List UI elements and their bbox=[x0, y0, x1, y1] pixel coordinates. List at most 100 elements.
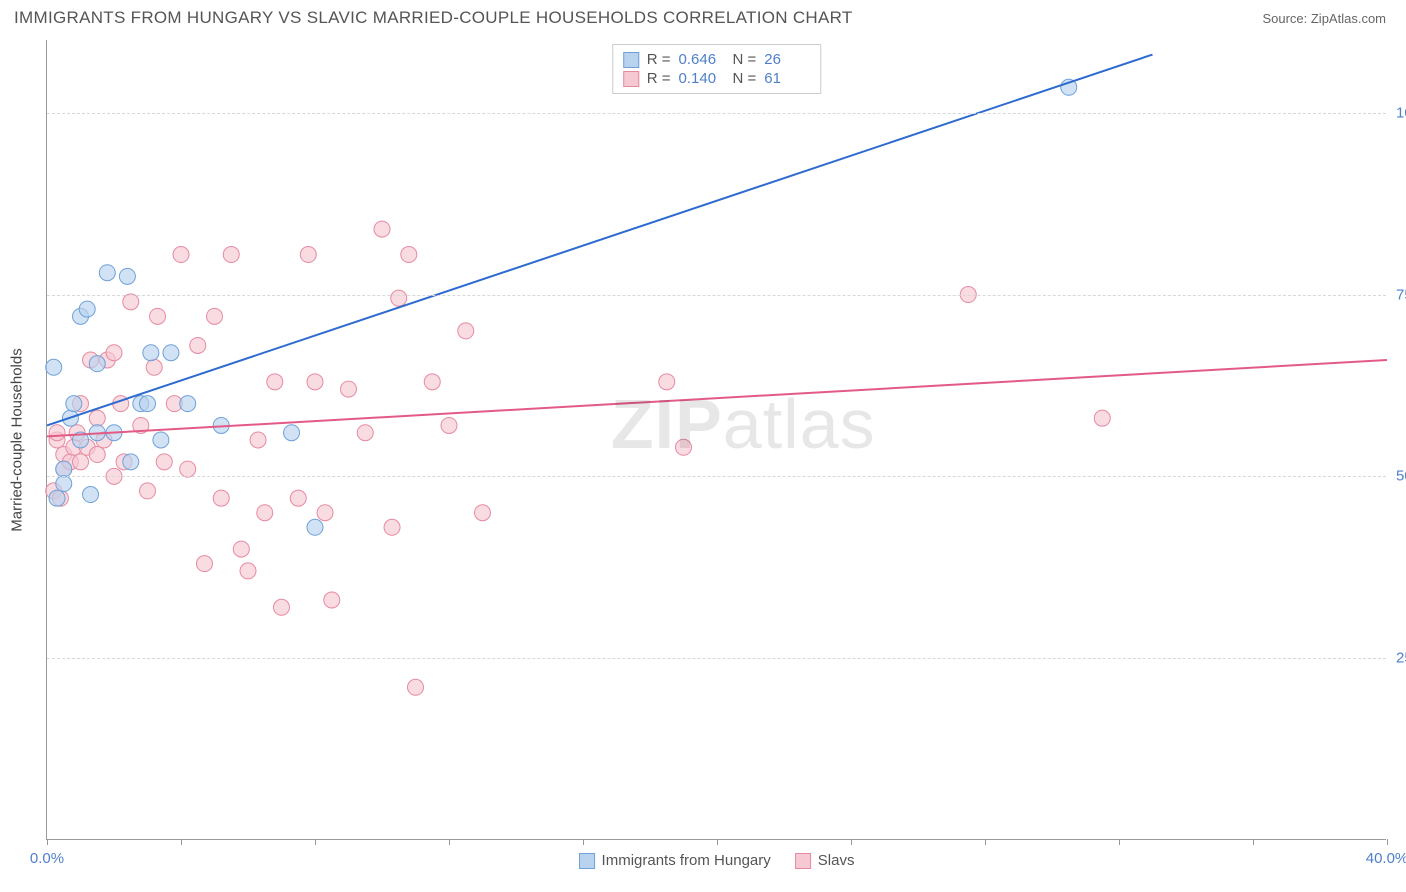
x-tick bbox=[47, 839, 48, 845]
gridline bbox=[47, 295, 1386, 296]
data-point bbox=[408, 679, 424, 695]
data-point bbox=[676, 439, 692, 455]
data-point bbox=[106, 345, 122, 361]
data-point bbox=[196, 556, 212, 572]
data-point bbox=[267, 374, 283, 390]
data-point bbox=[357, 425, 373, 441]
data-point bbox=[143, 345, 159, 361]
regression-line bbox=[47, 55, 1153, 426]
chart-header: IMMIGRANTS FROM HUNGARY VS SLAVIC MARRIE… bbox=[0, 0, 1406, 34]
data-point bbox=[99, 265, 115, 281]
data-point bbox=[250, 432, 266, 448]
y-tick-label: 25.0% bbox=[1396, 650, 1406, 667]
data-point bbox=[424, 374, 440, 390]
legend-row-slavs: R = 0.140 N = 61 bbox=[623, 69, 811, 88]
data-point bbox=[56, 476, 72, 492]
data-point bbox=[374, 221, 390, 237]
x-tick-label: 40.0% bbox=[1366, 850, 1406, 867]
data-point bbox=[49, 490, 65, 506]
data-point bbox=[146, 359, 162, 375]
x-tick bbox=[851, 839, 852, 845]
data-point bbox=[207, 308, 223, 324]
data-point bbox=[190, 337, 206, 353]
data-point bbox=[284, 425, 300, 441]
regression-line bbox=[47, 360, 1387, 436]
data-point bbox=[140, 396, 156, 412]
data-point bbox=[300, 247, 316, 263]
x-tick-label: 0.0% bbox=[30, 850, 64, 867]
legend-row-hungary: R = 0.646 N = 26 bbox=[623, 50, 811, 69]
source-label: Source: ZipAtlas.com bbox=[1262, 11, 1386, 26]
data-point bbox=[1094, 410, 1110, 426]
plot-area: Married-couple Households ZIPatlas R = 0… bbox=[46, 40, 1386, 840]
legend-swatch-icon bbox=[795, 853, 811, 869]
gridline bbox=[47, 113, 1386, 114]
data-point bbox=[83, 487, 99, 503]
data-point bbox=[475, 505, 491, 521]
x-tick bbox=[583, 839, 584, 845]
data-point bbox=[307, 374, 323, 390]
data-point bbox=[441, 417, 457, 433]
data-point bbox=[213, 490, 229, 506]
data-point bbox=[458, 323, 474, 339]
legend-swatch-icon bbox=[579, 853, 595, 869]
data-point bbox=[180, 461, 196, 477]
data-point bbox=[324, 592, 340, 608]
data-point bbox=[123, 294, 139, 310]
data-point bbox=[79, 301, 95, 317]
data-point bbox=[56, 461, 72, 477]
y-tick-label: 75.0% bbox=[1396, 286, 1406, 303]
x-tick bbox=[1387, 839, 1388, 845]
data-point bbox=[401, 247, 417, 263]
data-point bbox=[180, 396, 196, 412]
data-point bbox=[89, 356, 105, 372]
data-point bbox=[89, 447, 105, 463]
data-point bbox=[173, 247, 189, 263]
legend-item-hungary: Immigrants from Hungary bbox=[579, 852, 771, 869]
data-point bbox=[123, 454, 139, 470]
data-point bbox=[274, 599, 290, 615]
x-tick bbox=[449, 839, 450, 845]
x-tick bbox=[985, 839, 986, 845]
chart-title: IMMIGRANTS FROM HUNGARY VS SLAVIC MARRIE… bbox=[14, 8, 853, 28]
series-legend: Immigrants from Hungary Slavs bbox=[579, 852, 855, 869]
legend-swatch-hungary bbox=[623, 52, 639, 68]
data-point bbox=[307, 519, 323, 535]
data-point bbox=[153, 432, 169, 448]
data-point bbox=[240, 563, 256, 579]
x-tick bbox=[315, 839, 316, 845]
data-point bbox=[156, 454, 172, 470]
data-point bbox=[66, 396, 82, 412]
data-point bbox=[150, 308, 166, 324]
y-tick-label: 50.0% bbox=[1396, 468, 1406, 485]
x-tick bbox=[1253, 839, 1254, 845]
data-point bbox=[46, 359, 62, 375]
data-point bbox=[73, 454, 89, 470]
legend-item-slavs: Slavs bbox=[795, 852, 855, 869]
x-tick bbox=[717, 839, 718, 845]
data-point bbox=[233, 541, 249, 557]
data-point bbox=[257, 505, 273, 521]
legend-swatch-slavs bbox=[623, 71, 639, 87]
y-axis-label: Married-couple Households bbox=[9, 348, 26, 531]
data-point bbox=[49, 425, 65, 441]
data-point bbox=[384, 519, 400, 535]
correlation-legend: R = 0.646 N = 26 R = 0.140 N = 61 bbox=[612, 44, 822, 94]
data-point bbox=[89, 410, 105, 426]
gridline bbox=[47, 658, 1386, 659]
data-point bbox=[317, 505, 333, 521]
y-tick-label: 100.0% bbox=[1396, 104, 1406, 121]
x-tick bbox=[1119, 839, 1120, 845]
data-point bbox=[290, 490, 306, 506]
data-point bbox=[119, 268, 135, 284]
data-point bbox=[163, 345, 179, 361]
data-point bbox=[140, 483, 156, 499]
scatter-svg bbox=[47, 40, 1386, 839]
chart-container: Married-couple Households ZIPatlas R = 0… bbox=[46, 40, 1386, 840]
data-point bbox=[659, 374, 675, 390]
data-point bbox=[391, 290, 407, 306]
gridline bbox=[47, 476, 1386, 477]
data-point bbox=[223, 247, 239, 263]
x-tick bbox=[181, 839, 182, 845]
data-point bbox=[341, 381, 357, 397]
